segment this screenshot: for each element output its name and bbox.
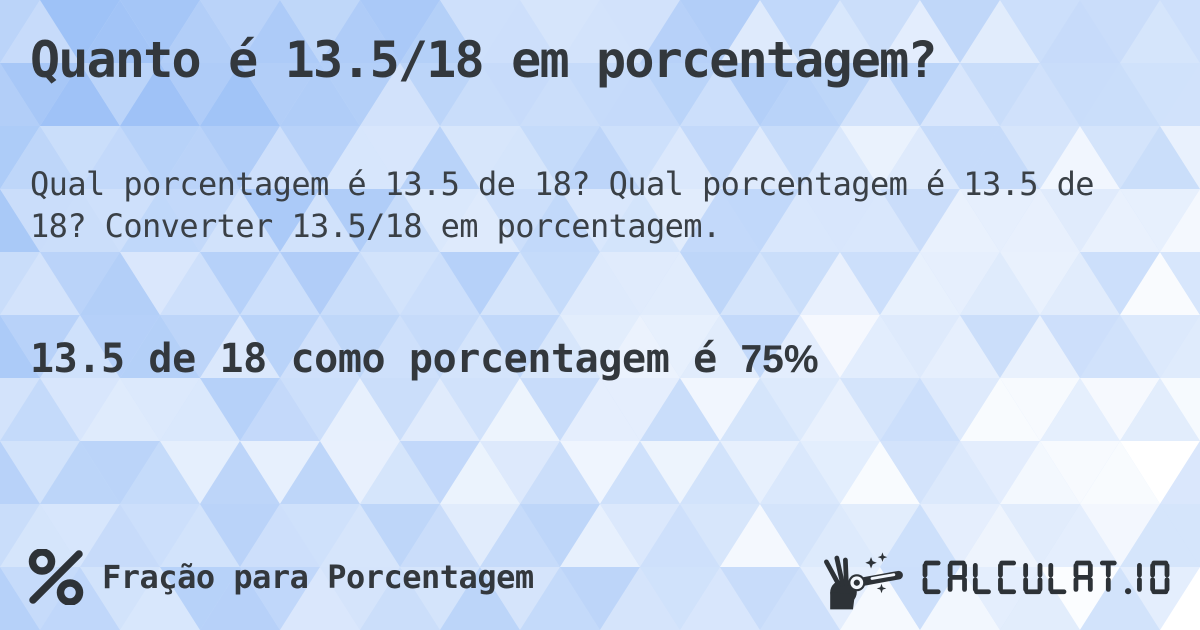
answer-prefix: 13.5 de 18 como porcentagem é [30, 336, 741, 382]
percent-icon [28, 549, 84, 605]
brand-logo [815, 543, 1170, 613]
page-title: Quanto é 13.5/18 em porcentagem? [30, 31, 937, 89]
category-label: Fração para Porcentagem [102, 558, 534, 596]
answer-value: 75% [740, 338, 819, 381]
magic-wand-hand-icon [824, 552, 903, 610]
description-text: Qual porcentagem é 13.5 de 18? Qual porc… [30, 165, 1095, 245]
answer-heading: 13.5 de 18 como porcentagem é 75% [30, 335, 1170, 384]
category-badge: Fração para Porcentagem [28, 546, 534, 608]
brand-logo-text [922, 560, 1170, 595]
